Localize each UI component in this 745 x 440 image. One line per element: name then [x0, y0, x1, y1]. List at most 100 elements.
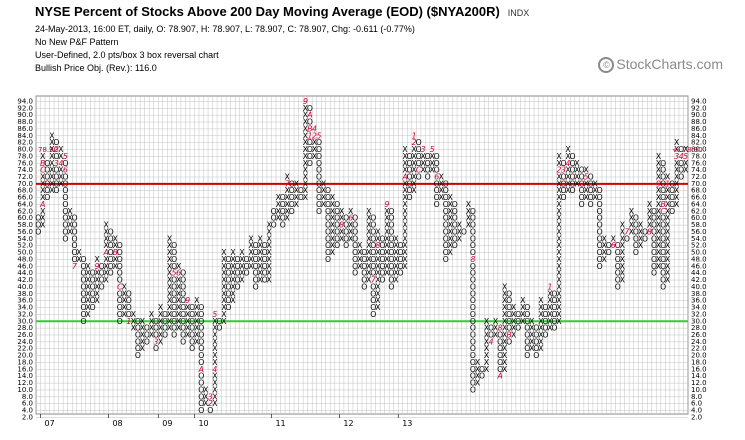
x-box: X — [94, 282, 100, 291]
x-box: X — [294, 193, 300, 202]
x-box: X — [366, 269, 372, 278]
x-box: X — [547, 303, 553, 312]
x-box: X — [194, 303, 200, 312]
o-box: O — [597, 227, 603, 236]
x-box: X — [94, 255, 100, 264]
o-box: O — [488, 331, 494, 340]
o-box: O — [470, 303, 476, 312]
x-box: X — [411, 186, 417, 195]
x-box: X — [85, 276, 91, 285]
x-box: X — [547, 289, 553, 298]
o-box: O — [352, 248, 358, 257]
o-box: O — [117, 241, 123, 250]
x-box: X — [411, 166, 417, 175]
x-box: X — [321, 179, 327, 188]
x-box: X — [556, 296, 562, 305]
x-box: X — [402, 214, 408, 223]
o-box: O — [615, 269, 621, 278]
o-box: O — [298, 186, 304, 195]
o-box: O — [651, 269, 657, 278]
o-box: O — [180, 317, 186, 326]
x-box: X — [484, 344, 490, 353]
x-box: X — [176, 276, 182, 285]
o-box: O — [470, 248, 476, 257]
x-box: X — [665, 227, 671, 236]
o-box: O — [225, 289, 231, 298]
x-box: X — [665, 193, 671, 202]
y-tick-label-left: 60.0 — [17, 214, 33, 222]
y-tick-label-right: 2.0 — [691, 413, 702, 421]
o-box: O — [379, 241, 385, 250]
x-box: X — [674, 138, 680, 147]
x-box: X — [40, 193, 46, 202]
x-box: X — [556, 152, 562, 161]
x-box: X — [321, 200, 327, 209]
x-box: X — [257, 248, 263, 257]
o-box: O — [325, 200, 331, 209]
x-box: X — [176, 296, 182, 305]
y-tick-label-left: 62.0 — [17, 207, 33, 215]
x-box: X — [502, 310, 508, 319]
o-box: O — [515, 317, 521, 326]
o-box: O — [234, 276, 240, 285]
x-box: X — [49, 145, 55, 154]
o-box: O — [660, 262, 666, 271]
y-tick-label-left: 22.0 — [17, 345, 33, 353]
x-box: X — [67, 227, 73, 236]
x-box: X — [348, 227, 354, 236]
o-box: O — [253, 241, 259, 250]
y-tick-label-right: 64.0 — [691, 200, 707, 208]
o-box: O — [180, 276, 186, 285]
x-box: X — [620, 269, 626, 278]
o-box: O — [253, 255, 259, 264]
x-box: X — [221, 269, 227, 278]
y-axis-right: 2.04.06.08.010.012.014.016.018.020.022.0… — [691, 97, 707, 421]
x-box: X — [439, 193, 445, 202]
x-box: X — [602, 241, 608, 250]
x-box: X — [248, 262, 254, 271]
o-box: O — [171, 241, 177, 250]
o-box: O — [388, 248, 394, 257]
o-box: O — [90, 276, 96, 285]
x-box: X — [556, 241, 562, 250]
x-box: X — [221, 248, 227, 257]
y-tick-label-left: 34.0 — [17, 304, 33, 312]
x-box: X — [656, 159, 662, 168]
x-box: X — [638, 227, 644, 236]
x-box: X — [167, 262, 173, 271]
o-box: O — [570, 179, 576, 188]
o-box: O — [44, 193, 50, 202]
x-box: X — [330, 214, 336, 223]
y-tick-label-left: 2.0 — [22, 413, 33, 421]
x-box: X — [49, 152, 55, 161]
x-box: X — [375, 296, 381, 305]
x-box: X — [402, 186, 408, 195]
o-box: O — [452, 234, 458, 243]
o-box: O — [325, 234, 331, 243]
x-box: X — [248, 241, 254, 250]
x-box: X — [375, 262, 381, 271]
x-box: X — [221, 303, 227, 312]
x-box: X — [167, 296, 173, 305]
x-box: X — [683, 145, 689, 154]
x-box: X — [538, 296, 544, 305]
x-box: X — [257, 255, 263, 264]
month-marker: B — [307, 124, 312, 133]
o-box: O — [678, 166, 684, 175]
x-box: X — [149, 317, 155, 326]
x-box: X — [85, 303, 91, 312]
o-box: O — [307, 104, 313, 113]
x-box: X — [511, 324, 517, 333]
y-tick-label-right: 62.0 — [691, 207, 707, 215]
x-box: X — [665, 186, 671, 195]
o-box: O — [280, 193, 286, 202]
o-box: O — [62, 214, 68, 223]
o-box: O — [244, 269, 250, 278]
y-tick-label-left: 64.0 — [17, 200, 33, 208]
o-box: O — [407, 166, 413, 175]
o-box: O — [135, 351, 141, 360]
x-box: X — [248, 234, 254, 243]
x-box: X — [303, 124, 309, 133]
x-box: X — [384, 214, 390, 223]
x-box: X — [475, 365, 481, 374]
